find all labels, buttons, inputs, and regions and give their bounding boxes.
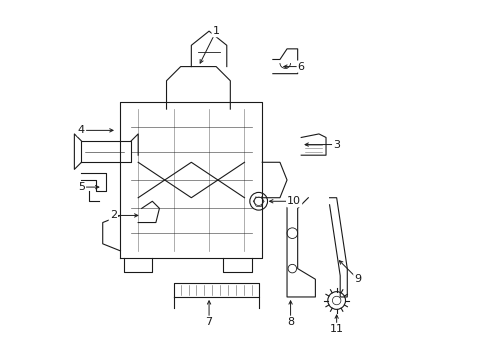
Text: 7: 7 [205, 317, 212, 327]
Text: 2: 2 [110, 211, 117, 220]
Text: 9: 9 [354, 274, 361, 284]
Text: 11: 11 [329, 324, 343, 334]
Text: 6: 6 [297, 62, 304, 72]
Text: 10: 10 [286, 196, 301, 206]
Text: 4: 4 [78, 125, 85, 135]
Text: 5: 5 [78, 182, 85, 192]
Text: 1: 1 [212, 26, 219, 36]
Text: 8: 8 [286, 317, 294, 327]
Text: 3: 3 [332, 140, 340, 149]
